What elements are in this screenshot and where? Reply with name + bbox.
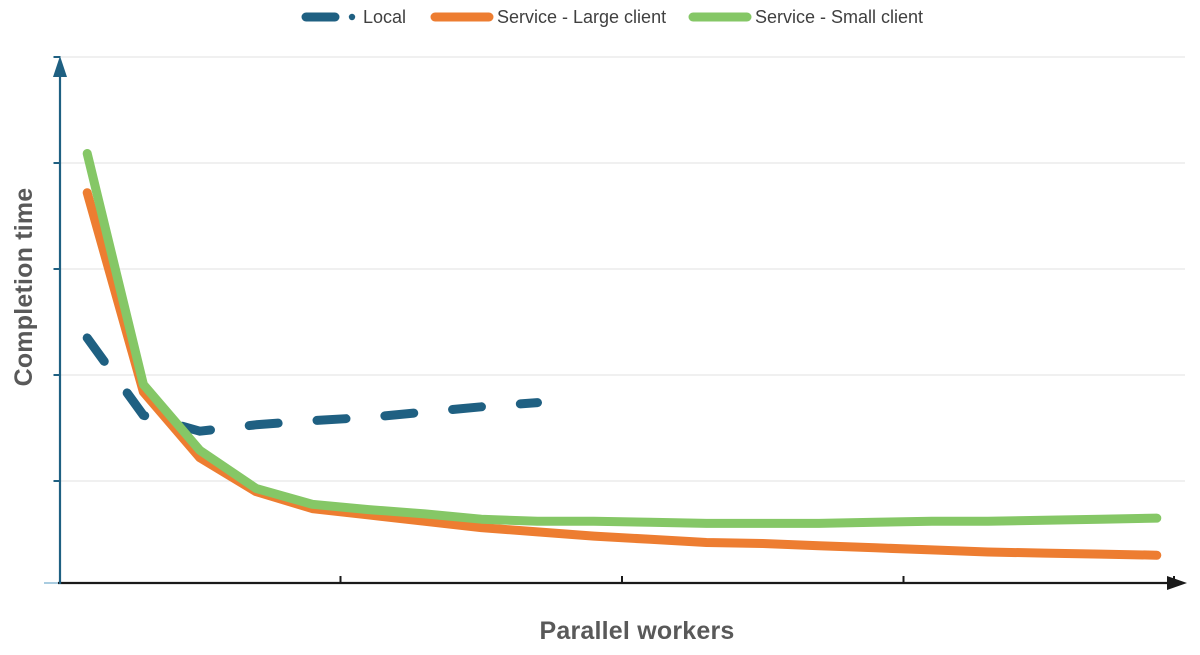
- legend-sample-shape: [348, 13, 356, 21]
- series-line-service-large-client: [82, 188, 1162, 560]
- y-axis-title: Completion time: [10, 187, 38, 387]
- legend-label-local: Local: [363, 6, 407, 27]
- y-axis-arrow-icon: [53, 56, 67, 77]
- legend: Local Service - Large client Service - S…: [0, 0, 1200, 34]
- legend-item-local: Local: [300, 5, 406, 29]
- x-axis-arrow-icon: [1167, 576, 1187, 590]
- legend-marker-large-client-line-icon: [430, 12, 494, 22]
- series-line-local: [82, 333, 542, 436]
- x-axis-title: Parallel workers: [539, 617, 735, 645]
- legend-marker-small-client-line-icon: [688, 12, 752, 22]
- legend-label-service-small-client: Service - Small client: [755, 6, 924, 27]
- series-line-service-small-client: [82, 149, 1162, 528]
- legend-marker-local-dashed-line-icon: [301, 12, 356, 22]
- legend-item-service-large-client: Service - Large client: [430, 5, 666, 29]
- legend-label-service-large-client: Service - Large client: [497, 6, 667, 27]
- legend-item-service-small-client: Service - Small client: [688, 5, 923, 29]
